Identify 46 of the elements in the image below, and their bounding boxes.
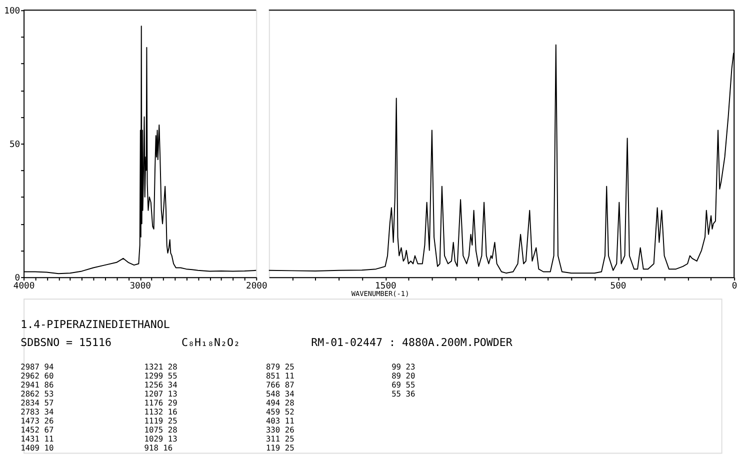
text: 1.4-PIPERAZINEDIETHANOL <box>20 318 170 332</box>
text: 851 11 <box>266 371 295 380</box>
y-tick-label: 50 <box>9 140 20 150</box>
text: 2962 60 <box>20 371 54 380</box>
text: 55 36 <box>392 389 416 398</box>
x-tick-label: 1500 <box>375 281 396 292</box>
text: 1256 34 <box>144 380 178 390</box>
text: 1029 13 <box>144 434 178 444</box>
text: 918 16 <box>144 444 173 453</box>
text: 1473 26 <box>20 416 54 426</box>
text: 330 26 <box>266 426 295 435</box>
x-tick-label: 4000 <box>13 281 35 292</box>
text: 879 25 <box>266 362 295 372</box>
text: 1176 29 <box>144 398 178 408</box>
text: 1075 28 <box>144 426 178 435</box>
x-tick-label: 2000 <box>246 281 268 292</box>
text: 459 52 <box>266 407 295 416</box>
text: 99 23 <box>392 362 416 372</box>
text: 311 25 <box>266 434 295 444</box>
x-tick-label: 3000 <box>130 281 151 292</box>
text: 2834 57 <box>20 398 54 408</box>
text: SDBSNO = 15116 <box>20 336 112 349</box>
text: 1452 67 <box>20 426 54 435</box>
x-tick-label: 500 <box>610 281 626 292</box>
text: 766 87 <box>266 380 295 390</box>
text: 2987 94 <box>20 362 54 372</box>
text: RM-01-02447 : 4880A.200M.POWDER <box>311 336 513 349</box>
text: 2862 53 <box>20 389 54 398</box>
text: C₈H₁₈N₂O₂ <box>182 336 240 349</box>
text: 1299 55 <box>144 371 178 380</box>
text: 89 20 <box>392 371 416 380</box>
text: 119 25 <box>266 444 295 453</box>
y-tick-label: 100 <box>4 6 20 17</box>
text: 69 55 <box>392 380 416 390</box>
x-tick-label: 0 <box>732 281 738 292</box>
text: 2941 86 <box>20 380 54 390</box>
text: 1207 13 <box>144 389 178 398</box>
text: 1119 25 <box>144 416 178 426</box>
text: 1431 11 <box>20 434 54 444</box>
text: 1132 16 <box>144 407 178 416</box>
text: 548 34 <box>266 389 295 398</box>
text: 1321 28 <box>144 362 178 372</box>
text: 494 28 <box>266 398 295 408</box>
text: 1409 10 <box>20 444 54 453</box>
text: 2783 34 <box>20 407 54 416</box>
text: 403 11 <box>266 416 295 426</box>
